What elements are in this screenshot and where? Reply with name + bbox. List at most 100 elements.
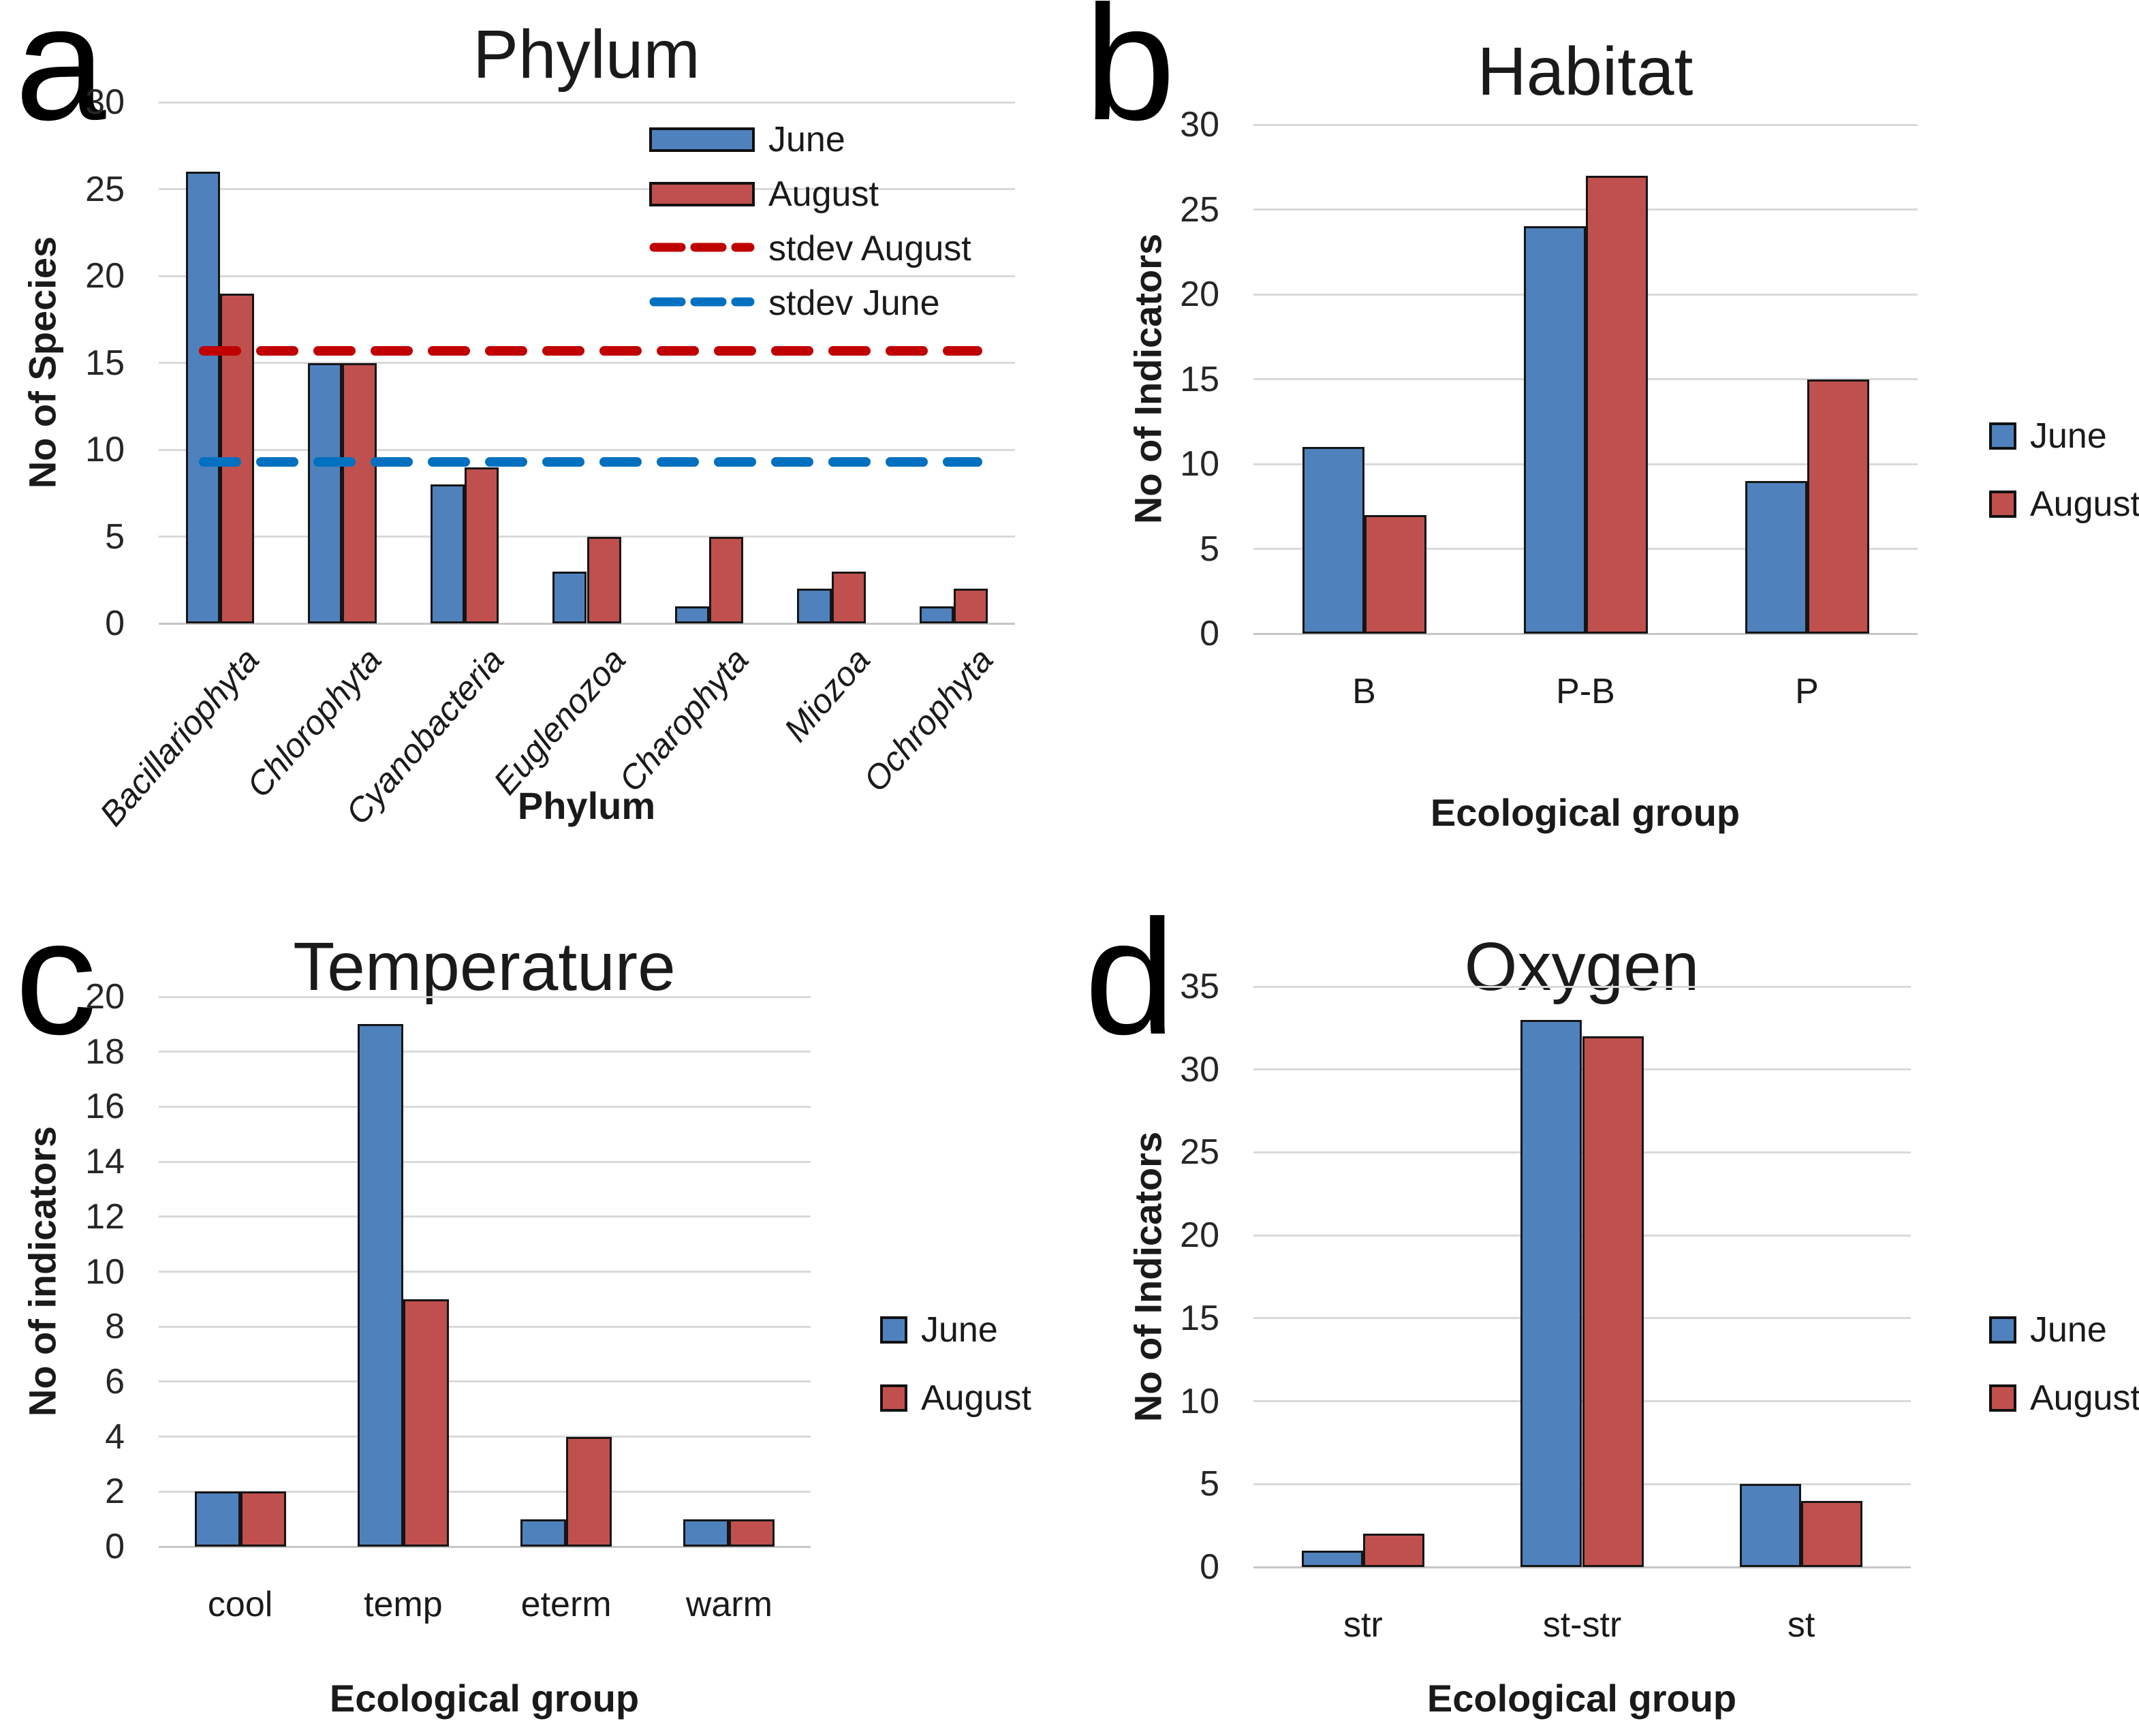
legend-swatch-august: [880, 1384, 907, 1412]
legend-item: June: [1989, 402, 2139, 470]
y-tick-label: 10: [1180, 1381, 1219, 1421]
y-tick-label: 5: [1200, 1464, 1219, 1504]
category-label: Miozoa: [777, 640, 878, 749]
legend-swatch-june: [880, 1316, 907, 1344]
legend-item: June: [880, 1296, 1031, 1364]
y-tick-label: 30: [85, 82, 125, 122]
panel-oxygen: d Oxygen No of Indicators 0 5 10 15 20 25 30 35…: [1070, 868, 2139, 1736]
category-label: warm: [685, 1585, 772, 1624]
y-tick-label: 0: [105, 604, 125, 643]
legend-swatch-august: [1989, 1384, 2016, 1412]
bar-june-p-b: [1523, 226, 1586, 634]
bar-august-ochrophyta: [954, 589, 988, 623]
y-tick-label: 14: [85, 1142, 125, 1182]
category-label: Bacillariophyta: [92, 640, 266, 833]
legend-swatch-june: [1989, 422, 2016, 450]
y-tick-label: 2: [105, 1472, 125, 1512]
y-tick-label: 10: [1180, 444, 1219, 484]
gridline: [159, 448, 1015, 451]
legend-item: August: [1989, 1364, 2139, 1432]
y-tick-label: 5: [1200, 529, 1219, 569]
bar-august-st: [1801, 1500, 1863, 1567]
y-tick-label: 30: [1180, 1049, 1219, 1089]
bar-june-ochrophyta: [919, 606, 954, 623]
legend-swatch-august: [1989, 491, 2016, 518]
panel-phylum: a Phylum No of Species 0 5 10 15 20 25 30 Bacil…: [0, 0, 1070, 868]
bar-august-euglenozoa: [587, 536, 621, 623]
bar-august-b: [1364, 514, 1426, 634]
plot-area: 0 5 10 15 20 25 30 B P-B P: [1180, 106, 1918, 711]
stdev-august-line: [198, 345, 983, 360]
y-tick-label: 20: [85, 977, 125, 1017]
legend-swatch-august: [649, 182, 755, 206]
legend-swatch-june: [649, 127, 755, 152]
category-label: Ochrophyta: [856, 640, 1001, 799]
bar-june-temp: [357, 1024, 403, 1547]
legend: June August: [1989, 402, 2139, 538]
bar-august-charophyta: [709, 536, 744, 623]
bar-june-st: [1740, 1484, 1802, 1567]
gridline: [1253, 985, 1911, 988]
bar-june-charophyta: [674, 606, 710, 623]
y-tick-label: 20: [1180, 1215, 1219, 1256]
legend-label: stdev June: [768, 283, 940, 323]
gridline: [159, 1490, 811, 1493]
legend-label: June: [2030, 1310, 2107, 1350]
gridline: [159, 1380, 811, 1383]
bar-june-b: [1302, 447, 1364, 634]
gridline: [1253, 1566, 1911, 1568]
bar-august-warm: [729, 1519, 775, 1547]
legend-item: August: [1989, 470, 2139, 538]
bar-june-str: [1301, 1550, 1363, 1567]
legend-dash-stdev-june: [649, 296, 755, 311]
bar-june-st-str: [1520, 1019, 1582, 1567]
y-tick-label: 18: [85, 1032, 125, 1072]
gridline: [159, 275, 1015, 277]
legend-label: stdev August: [768, 229, 971, 268]
gridline: [159, 1436, 811, 1438]
gridline: [159, 1215, 811, 1218]
y-tick-label: 25: [1180, 1132, 1219, 1173]
category-label: P: [1795, 672, 1819, 711]
bar-june-bacillariophyta: [185, 172, 220, 623]
legend-label: August: [2030, 1378, 2139, 1418]
legend-item: August: [880, 1364, 1031, 1432]
bar-august-p-b: [1585, 175, 1648, 634]
bar-june-miozoa: [797, 589, 832, 623]
y-tick-label: 10: [85, 1252, 125, 1292]
legend: June August: [880, 1296, 1031, 1432]
bar-august-cyanobacteria: [464, 467, 499, 623]
legend: June August: [1989, 1296, 2139, 1432]
bar-august-p: [1807, 379, 1869, 634]
category-label: cool: [207, 1585, 273, 1624]
legend-label: June: [768, 120, 845, 159]
gridline: [159, 1325, 811, 1328]
legend-item: stdev June: [649, 276, 971, 330]
y-tick-label: 16: [85, 1087, 125, 1127]
y-tick-label: 0: [1200, 614, 1219, 653]
legend-swatch-june: [1989, 1316, 2016, 1344]
bar-june-euglenozoa: [552, 571, 587, 623]
y-tick-label: 35: [1180, 967, 1219, 1006]
y-tick-label: 4: [105, 1416, 125, 1457]
y-tick-label: 8: [105, 1307, 125, 1347]
y-tick-label: 15: [85, 343, 125, 383]
plot-area: 0 2 4 6 8 10 12 14 16 18 20 cool temp eterm warm: [85, 978, 811, 1624]
y-tick-label: 20: [85, 256, 125, 296]
bar-august-str: [1362, 1534, 1424, 1567]
gridline: [159, 1051, 811, 1053]
plot-area: 0 5 10 15 20 25 30 35 str st-str st: [1180, 967, 1911, 1645]
x-axis-label: Ecological group: [1426, 1677, 1737, 1720]
category-label: P-B: [1556, 672, 1615, 711]
gridline: [1253, 632, 1918, 635]
legend-item: August: [649, 167, 971, 221]
y-tick-label: 20: [1180, 275, 1219, 314]
chart-title: Phylum: [473, 16, 700, 93]
y-tick-label: 15: [1180, 1298, 1219, 1338]
legend-item: June: [649, 112, 971, 167]
y-tick-label: 6: [105, 1361, 125, 1401]
bar-august-miozoa: [831, 571, 866, 623]
legend-label: August: [768, 174, 879, 214]
legend-label: June: [2030, 416, 2107, 456]
category-label: st-str: [1542, 1605, 1622, 1645]
